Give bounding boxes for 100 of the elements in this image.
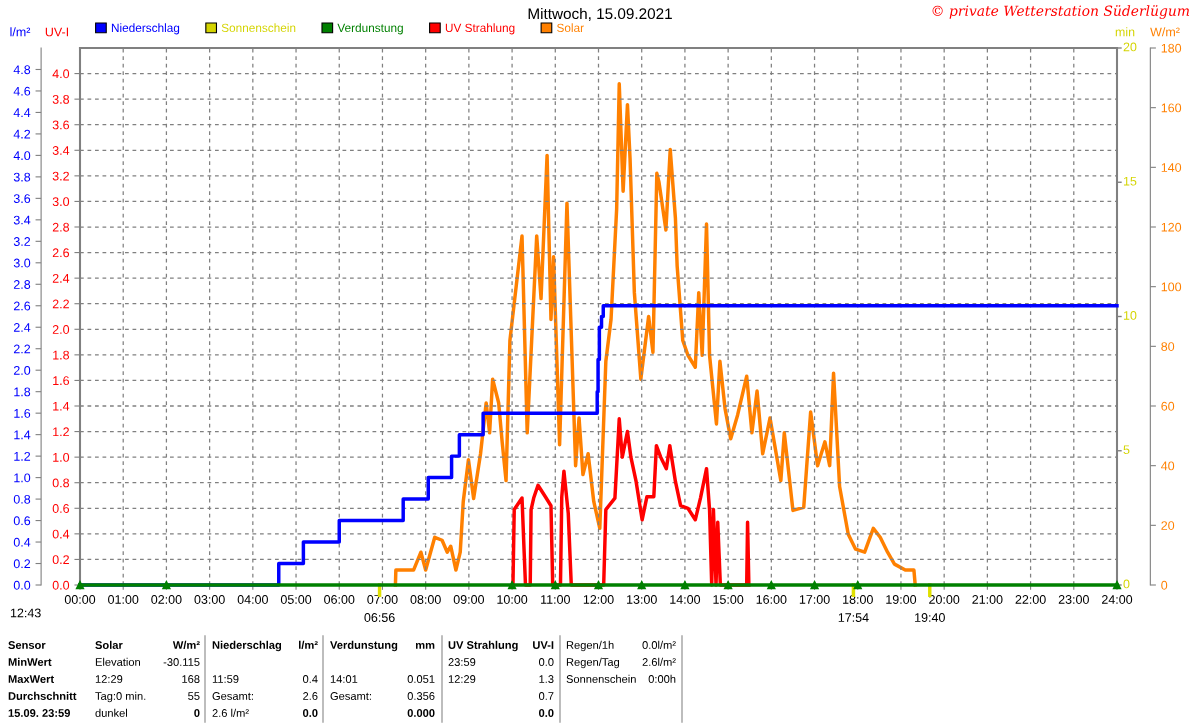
- y-tick-label: 0.8: [13, 494, 31, 504]
- text: 12:29: [95, 675, 123, 683]
- text: Sonnenschein: [566, 674, 636, 683]
- text: 23:59: [448, 658, 476, 666]
- y2-tick-label: 1.6: [53, 376, 70, 386]
- y2-tick-label: 2.6: [52, 248, 70, 258]
- text: Regen/Tag: [566, 657, 620, 669]
- y2-tick-label: 1.2: [53, 427, 69, 437]
- y-tick-label: 1.2: [14, 451, 31, 461]
- x-tick-label: 16:00: [756, 595, 787, 604]
- y2-tick-label: 3.0: [52, 197, 70, 207]
- y-tick-label: 1.6: [14, 408, 31, 418]
- y3-tick-label: 20: [1161, 521, 1175, 530]
- y2-tick-label: 1.8: [53, 350, 70, 360]
- text: 0.7: [538, 692, 554, 700]
- text: 168: [182, 675, 200, 683]
- text: 10: [1123, 311, 1137, 320]
- text: MinWert: [8, 657, 52, 666]
- x-tick-label: 18:00: [843, 595, 873, 604]
- text: 0: [1123, 579, 1130, 589]
- y3-axis-title: W/m²: [1150, 27, 1180, 37]
- y-tick-label: 2.4: [13, 323, 31, 332]
- y2-tick-label: 4.0: [52, 69, 70, 79]
- annotation: 17:54: [838, 613, 869, 622]
- y2-tick-label: 0.0: [52, 580, 70, 590]
- text: Gesamt:: [330, 692, 371, 700]
- text: 0:00h: [648, 674, 676, 683]
- x-tick-label: 10:00: [497, 595, 528, 604]
- y-tick-label: 2.2: [13, 344, 31, 354]
- text: Elevation: [95, 657, 140, 666]
- text: 0.0: [302, 709, 318, 717]
- y-tick-label: 1.8: [14, 387, 31, 397]
- text: 5: [1123, 445, 1130, 455]
- y-tick-label: 3.8: [13, 172, 31, 182]
- text: 11:59: [212, 675, 239, 683]
- chart-title: Mittwoch, 15.09.2021: [528, 7, 672, 21]
- text: 0.000: [407, 709, 435, 717]
- text: 15: [1123, 176, 1137, 186]
- text: mm: [415, 642, 435, 649]
- text: min: [1115, 27, 1135, 37]
- text: UV-I: [533, 641, 554, 649]
- y-tick-label: 4.0: [13, 151, 31, 161]
- y3-tick-label: 160: [1161, 103, 1182, 113]
- text: -30.115: [163, 658, 200, 666]
- x-tick-label: 22:00: [1015, 595, 1046, 604]
- y2-tick-label: 2.2: [52, 299, 69, 309]
- y-tick-label: 4.8: [13, 65, 31, 75]
- y3-tick-label: 0: [1161, 580, 1168, 590]
- y-tick-label: 0.6: [13, 516, 31, 526]
- x-tick-label: 01:00: [108, 595, 139, 604]
- y-tick-label: 0.0: [13, 580, 31, 590]
- y3-tick-label: 80: [1161, 342, 1175, 351]
- legend-label: Solar: [557, 23, 584, 33]
- y2-tick-label: 2.8: [52, 222, 70, 232]
- text: 0.4: [302, 675, 318, 683]
- y2-tick-label: 3.6: [52, 120, 70, 130]
- text: 2.6 l/m²: [212, 708, 249, 717]
- text: 1.3: [539, 675, 554, 683]
- annotation: 19:40: [915, 613, 945, 622]
- x-tick-label: 00:00: [64, 595, 96, 604]
- x-tick-label: 07:00: [367, 595, 398, 604]
- legend-label: UV Strahlung: [445, 23, 515, 35]
- text: 0: [194, 709, 200, 717]
- y-axis-title: l/m²: [10, 27, 31, 37]
- x-tick-label: 02:00: [151, 595, 182, 604]
- text: Niederschlag: [212, 640, 282, 652]
- text: Verdunstung: [330, 640, 398, 652]
- text: 0.356: [407, 692, 435, 700]
- y3-tick-label: 180: [1161, 43, 1182, 53]
- text: Tag:0 min.: [95, 691, 146, 703]
- annotation: 06:56: [364, 613, 395, 622]
- text: 0.0l/m²: [642, 640, 676, 649]
- text: © private Wetterstation Süderlügum: [932, 5, 1190, 19]
- x-tick-label: 06:00: [324, 595, 355, 604]
- x-tick-label: 24:00: [1101, 595, 1133, 604]
- text: 12:43: [10, 608, 41, 618]
- y2-tick-label: 3.4: [52, 146, 70, 155]
- y2-tick-label: 0.6: [52, 504, 70, 513]
- y2-tick-label: 0.4: [52, 529, 70, 539]
- y-tick-label: 3.4: [13, 215, 31, 225]
- y2-tick-label: 3.2: [52, 171, 69, 181]
- y-tick-label: 2.0: [13, 366, 31, 375]
- y2-tick-label: 2.0: [52, 325, 70, 334]
- text: MaxWert: [8, 675, 54, 683]
- text: 2.6: [303, 692, 318, 700]
- x-tick-label: 17:00: [799, 595, 830, 604]
- y-tick-label: 0.2: [13, 559, 31, 569]
- y2-tick-label: 3.8: [52, 94, 70, 104]
- y3-tick-label: 120: [1161, 222, 1182, 232]
- y-tick-label: 3.6: [13, 194, 31, 204]
- x-tick-label: 08:00: [410, 595, 441, 604]
- text: Gesamt:: [212, 692, 253, 700]
- text: UV Strahlung: [448, 640, 518, 652]
- y2-tick-label: 0.8: [52, 478, 70, 488]
- text: 0.0: [538, 658, 554, 666]
- x-tick-label: 23:00: [1058, 595, 1089, 604]
- y-tick-label: 4.2: [13, 129, 31, 139]
- x-tick-label: 19:00: [886, 595, 917, 604]
- x-tick-label: 04:00: [237, 595, 268, 604]
- y-tick-label: 3.2: [13, 237, 31, 246]
